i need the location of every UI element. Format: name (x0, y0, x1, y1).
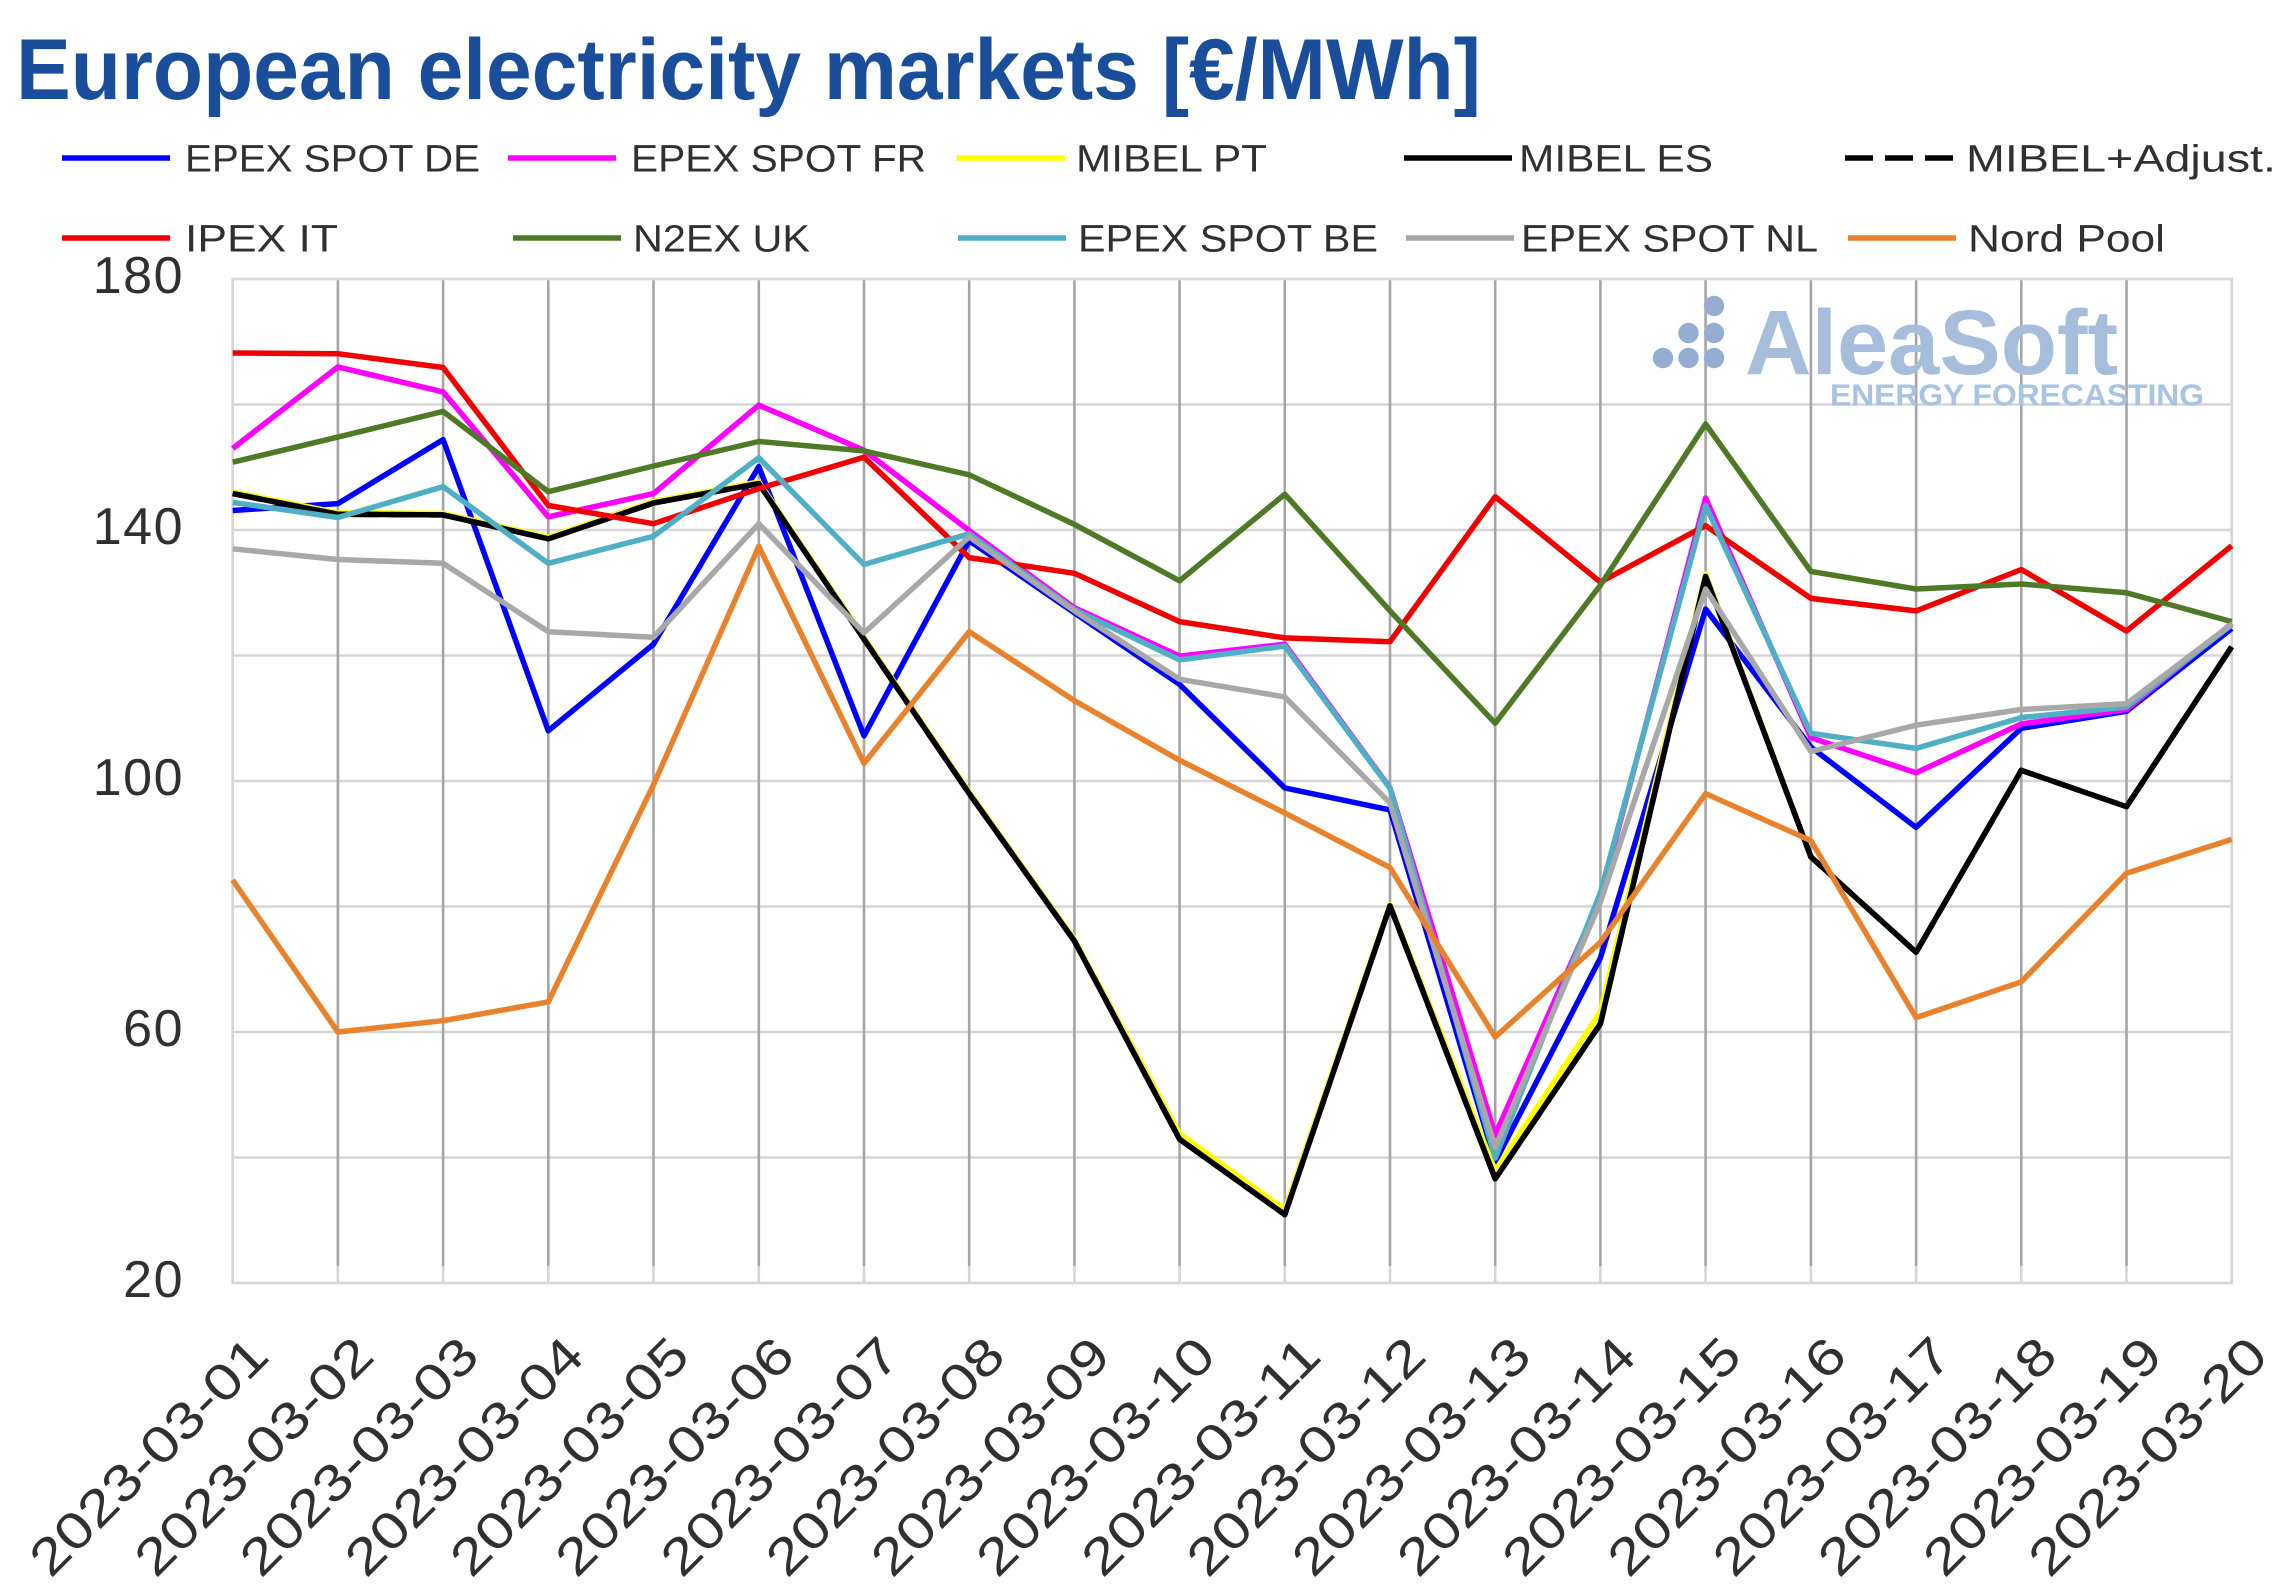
svg-text:Nord Pool: Nord Pool (1968, 219, 2165, 261)
svg-text:AleaSoft: AleaSoft (1745, 292, 2118, 394)
svg-text:MIBEL ES: MIBEL ES (1519, 139, 1713, 181)
svg-text:European electricity markets [: European electricity markets [€/MWh] (16, 22, 1481, 118)
svg-text:180: 180 (93, 247, 184, 305)
svg-text:20: 20 (123, 1251, 184, 1309)
svg-text:ENERGY FORECASTING: ENERGY FORECASTING (1830, 378, 2204, 413)
svg-text:MIBEL PT: MIBEL PT (1076, 139, 1267, 181)
svg-text:EPEX SPOT DE: EPEX SPOT DE (185, 139, 480, 181)
svg-text:N2EX UK: N2EX UK (633, 219, 810, 261)
svg-text:EPEX SPOT FR: EPEX SPOT FR (631, 139, 926, 181)
svg-text:100: 100 (93, 749, 184, 807)
svg-text:MIBEL+Adjust.: MIBEL+Adjust. (1966, 139, 2276, 181)
svg-text:EPEX SPOT BE: EPEX SPOT BE (1078, 219, 1378, 261)
svg-text:60: 60 (123, 1000, 184, 1058)
svg-text:EPEX SPOT NL: EPEX SPOT NL (1521, 219, 1818, 261)
svg-text:IPEX IT: IPEX IT (185, 219, 338, 261)
svg-text:140: 140 (93, 498, 184, 556)
